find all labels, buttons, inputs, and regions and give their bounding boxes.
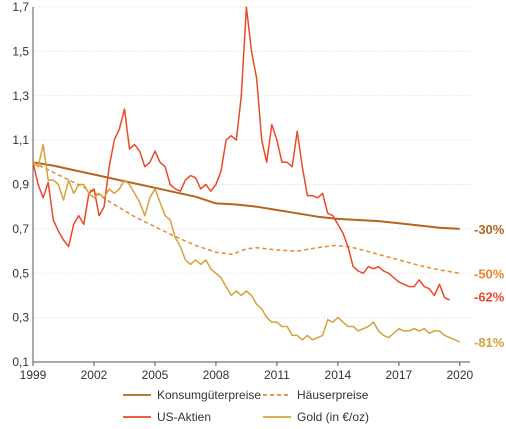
x-tick-label: 2017: [386, 368, 413, 382]
y-tick-label: 0,7: [12, 222, 29, 236]
series-line-2: [32, 161, 460, 275]
y-tick-label: 0,3: [12, 311, 29, 325]
x-tick-label: 2011: [264, 368, 290, 382]
x-tick-label: 2020: [446, 368, 473, 382]
series-line-1: [32, 161, 460, 230]
series-lines: [32, 6, 461, 343]
legend-label-4: Gold (in €/oz): [297, 410, 369, 424]
end-label-1: -30%: [474, 222, 505, 237]
y-tick-label: 1,7: [12, 0, 29, 14]
legend-label-2: Häuserpreise: [297, 388, 369, 402]
end-labels: -30% -50% -62% -81%: [474, 222, 505, 350]
legend-label-1: Konsumgüterpreise: [157, 388, 261, 402]
y-tick-label: 0,5: [12, 266, 29, 280]
end-label-4: -81%: [474, 335, 505, 350]
x-tick-label: 2014: [325, 368, 352, 382]
end-label-2: -50%: [474, 266, 505, 281]
y-tick-label: 1,3: [12, 89, 29, 103]
y-tick-label: 1,1: [12, 133, 29, 147]
x-tick-label: 2002: [81, 368, 108, 382]
x-tick-label: 2005: [142, 368, 169, 382]
series-line-3: [32, 6, 450, 301]
axes: 0,1 0,3 0,5 0,7 0,9 1,1 1,3 1,5 1,7 1999 2002 2005 2…: [12, 0, 473, 382]
series-line-4: [32, 143, 461, 343]
x-tick-label: 1999: [20, 368, 47, 382]
legend-label-3: US-Aktien: [157, 410, 211, 424]
x-tick-label: 2008: [203, 368, 230, 382]
y-tick-label: 0,9: [12, 178, 29, 192]
legend: Konsumgüterpreise Häuserpreise US-Aktien Go…: [123, 388, 369, 424]
y-tick-label: 0,1: [12, 355, 29, 369]
y-tick-label: 1,5: [12, 44, 29, 58]
end-label-3: -62%: [474, 290, 505, 305]
gridlines: [33, 6, 470, 319]
